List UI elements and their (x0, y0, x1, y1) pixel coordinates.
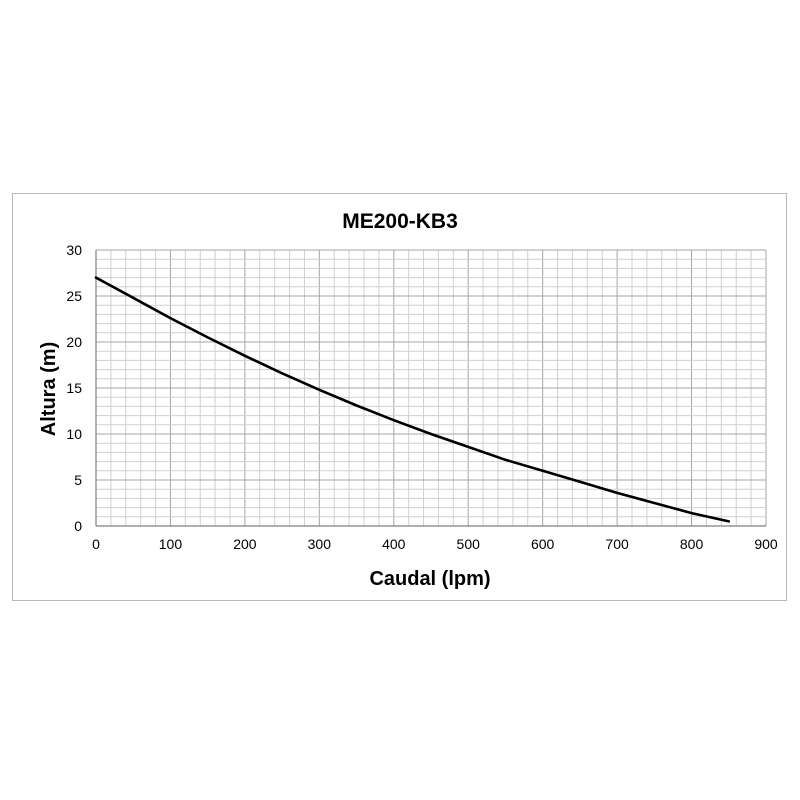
y-tick-label: 0 (74, 518, 82, 534)
series-line (94, 276, 731, 523)
y-tick-label: 10 (66, 426, 82, 442)
x-tick-label: 800 (680, 536, 704, 552)
x-tick-label: 0 (92, 536, 100, 552)
y-tick-label: 15 (66, 380, 82, 396)
x-tick-label: 700 (605, 536, 629, 552)
series-group (94, 276, 731, 523)
y-tick-label: 25 (66, 288, 82, 304)
x-tick-label: 600 (531, 536, 555, 552)
chart-svg: ME200-KB3 0 100 200 300 400 500 600 700 800 900 0… (38, 210, 778, 590)
x-tick-label: 300 (308, 536, 332, 552)
y-tick-label: 20 (66, 334, 82, 350)
y-tick-label: 30 (66, 242, 82, 258)
y-axis-title: Altura (m) (38, 342, 60, 436)
chart-frame: ME200-KB3 0 100 200 300 400 500 600 700 800 900 0… (12, 193, 787, 601)
x-tick-labels: 0 100 200 300 400 500 600 700 800 900 (92, 536, 778, 552)
x-axis-title: Caudal (lpm) (369, 568, 490, 590)
y-tick-labels: 0 5 10 15 20 25 30 (66, 242, 82, 534)
grid (95, 249, 767, 527)
x-tick-label: 100 (159, 536, 183, 552)
chart-title: ME200-KB3 (342, 210, 458, 233)
x-tick-label: 900 (754, 536, 778, 552)
x-tick-label: 200 (233, 536, 257, 552)
x-tick-label: 400 (382, 536, 406, 552)
x-tick-label: 500 (457, 536, 481, 552)
y-tick-label: 5 (74, 472, 82, 488)
